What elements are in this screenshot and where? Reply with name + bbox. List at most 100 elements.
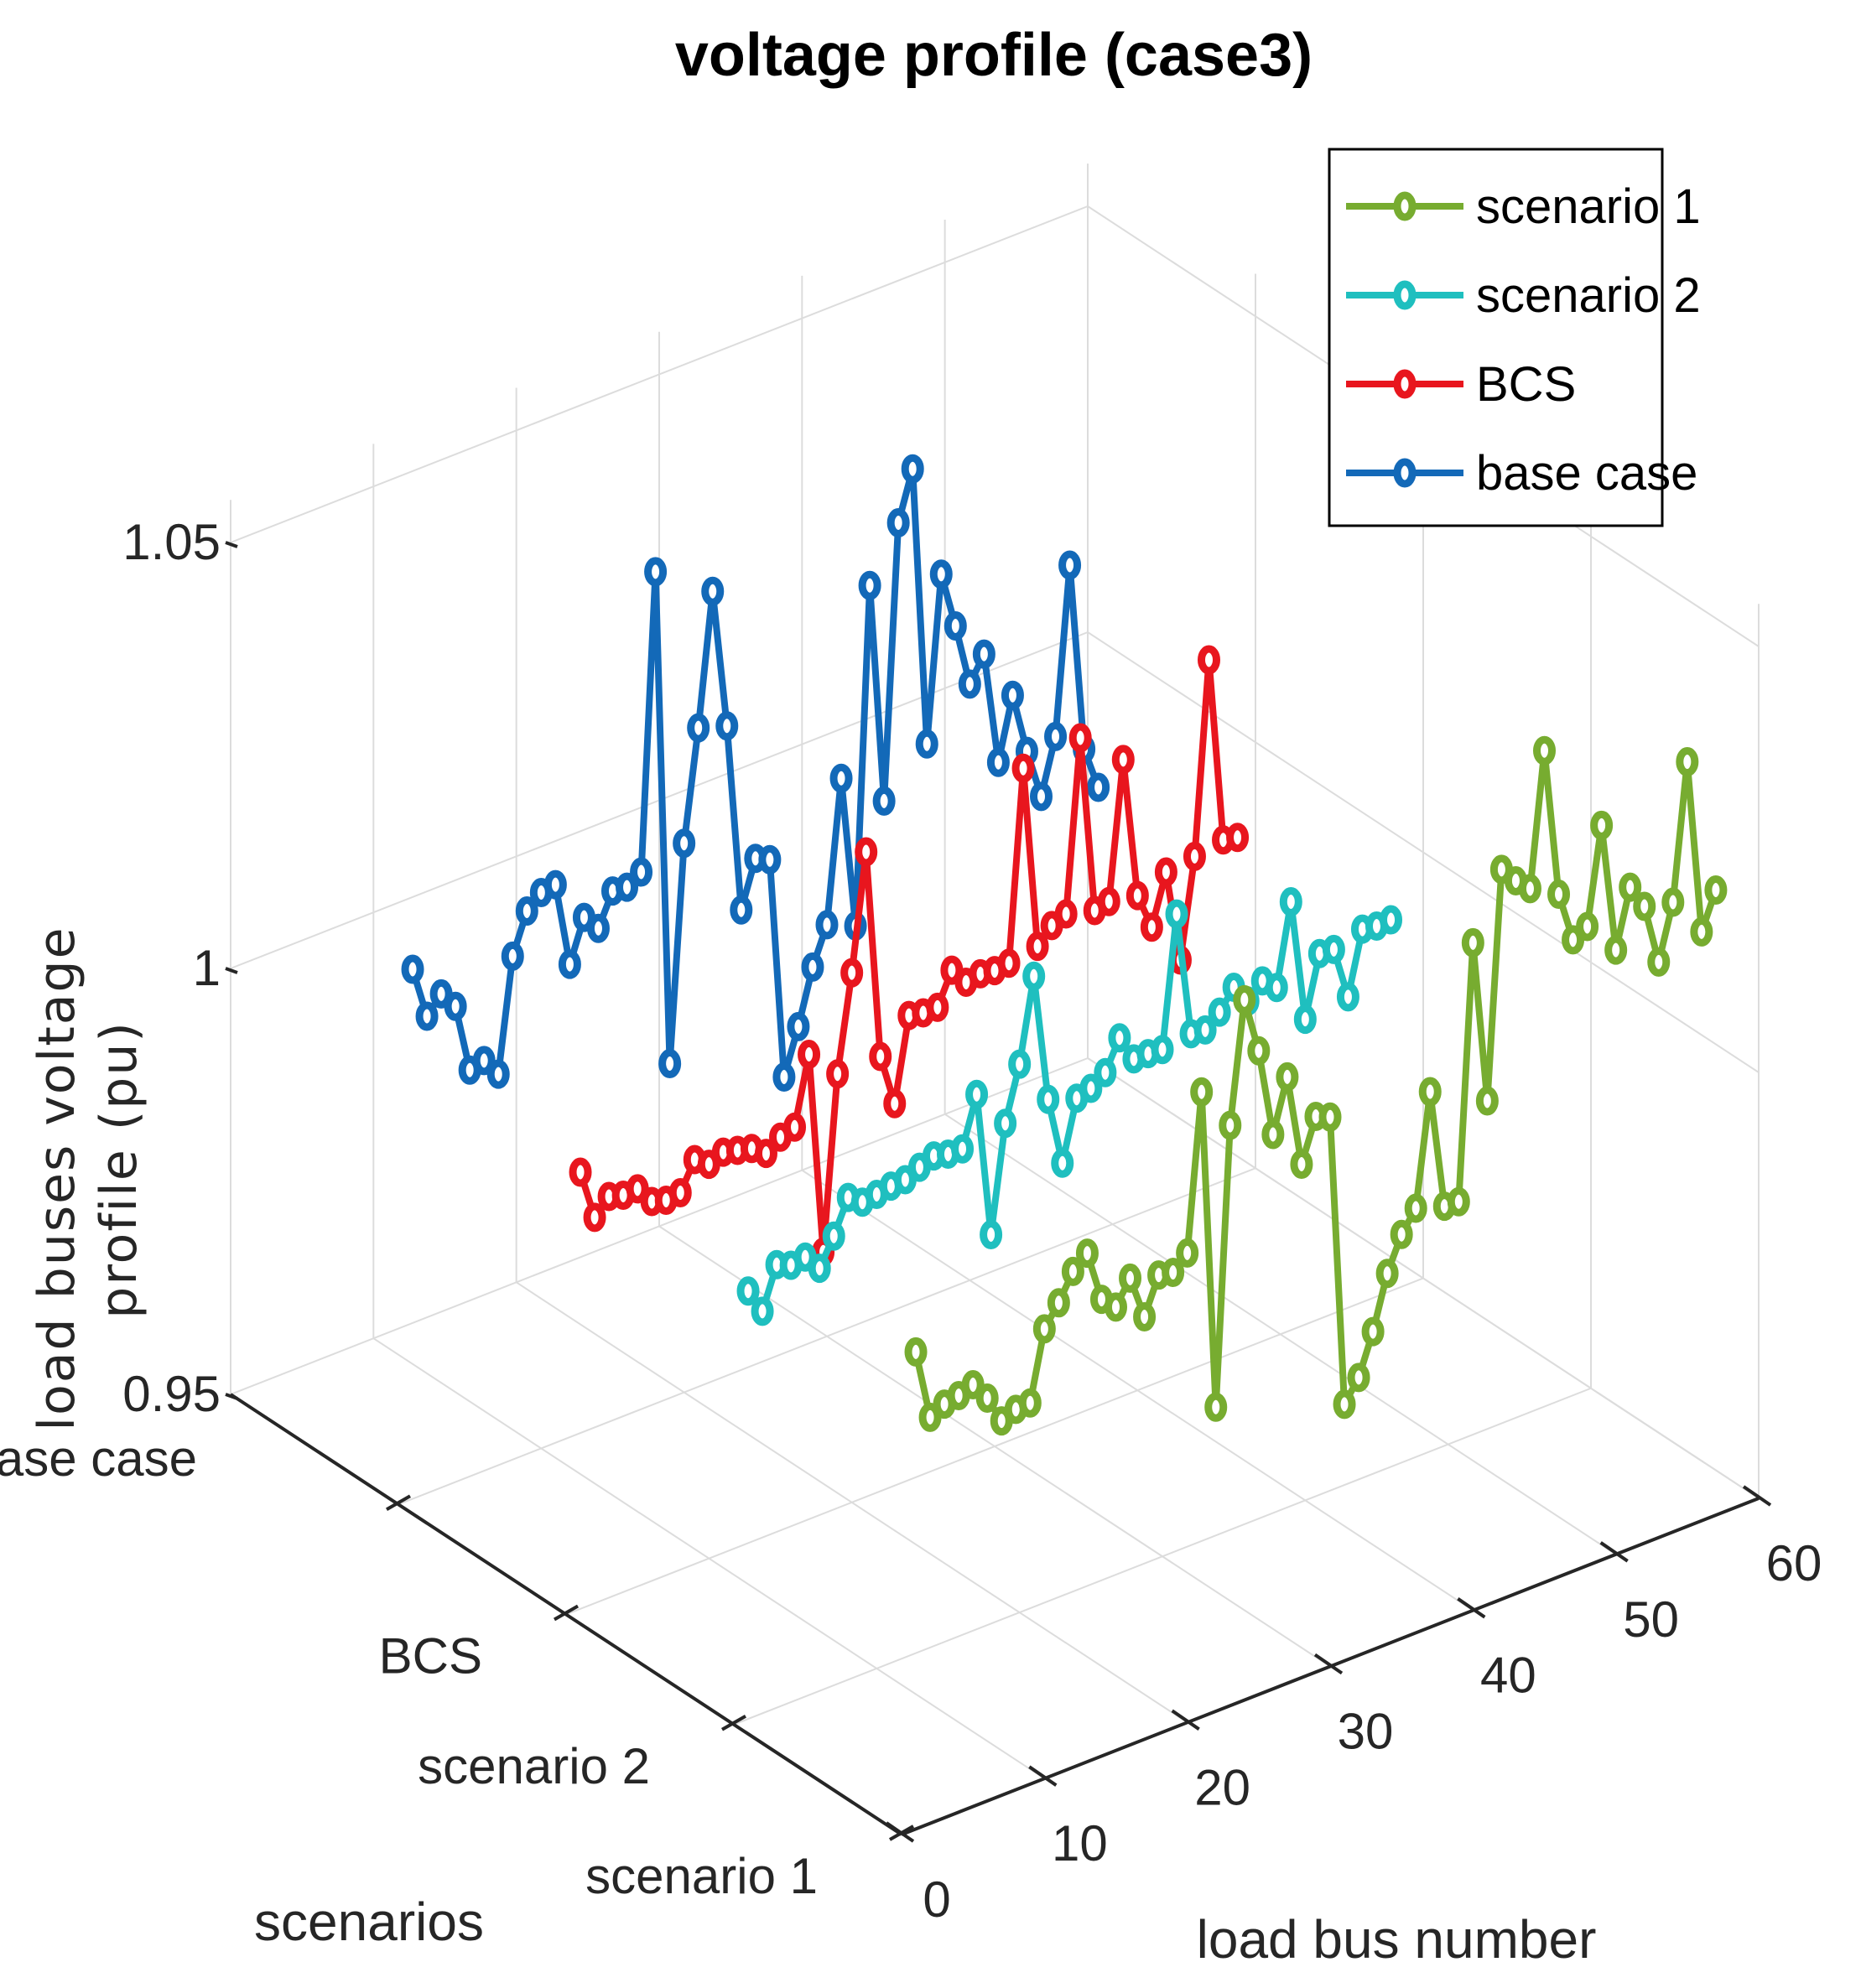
y-tick-label: scenario 1 xyxy=(585,1848,818,1904)
data-point xyxy=(715,711,739,741)
data-point xyxy=(1276,1061,1299,1092)
data-point xyxy=(1619,872,1642,902)
data-point xyxy=(1198,645,1220,675)
legend-item: base case xyxy=(1346,446,1697,501)
data-point xyxy=(1219,1110,1242,1140)
x-tick-label: 30 xyxy=(1338,1704,1394,1760)
axis-layer xyxy=(225,541,1772,1843)
data-point xyxy=(1293,1004,1317,1035)
data-point xyxy=(1105,1292,1127,1322)
data-point xyxy=(415,1001,439,1031)
z-axis-label: load buses voltage profile (pu) xyxy=(28,908,148,1430)
data-point xyxy=(1661,887,1685,917)
data-point xyxy=(886,507,910,537)
data-point xyxy=(829,763,853,793)
data-point xyxy=(1075,1238,1099,1269)
data-point xyxy=(626,1174,649,1204)
y-tick-mark xyxy=(386,1494,411,1511)
data-point xyxy=(1690,916,1713,947)
grid-line xyxy=(1087,631,1760,1073)
data-point xyxy=(1111,745,1135,775)
data-point xyxy=(972,639,995,669)
legend-swatch-marker xyxy=(1393,191,1417,221)
data-point xyxy=(783,1112,807,1142)
data-point xyxy=(926,992,949,1022)
y-tick-label: BCS xyxy=(379,1628,482,1684)
data-point xyxy=(826,1059,850,1089)
data-point xyxy=(872,786,896,816)
data-point xyxy=(701,576,725,606)
data-point xyxy=(1447,1186,1470,1217)
legend-label: BCS xyxy=(1476,357,1576,412)
data-point xyxy=(1032,1314,1056,1344)
data-point xyxy=(586,913,610,943)
data-point xyxy=(1322,934,1345,964)
data-point xyxy=(1279,887,1302,917)
data-point xyxy=(1576,911,1599,942)
data-point xyxy=(1068,723,1092,753)
data-point xyxy=(1562,925,1585,955)
data-point xyxy=(940,955,964,985)
z-tick-labels: 0.95 1 1.05 xyxy=(122,514,221,1422)
data-point xyxy=(1704,875,1728,906)
data-point xyxy=(1018,1388,1042,1418)
data-point xyxy=(758,844,782,875)
z-tick-mark xyxy=(225,1393,238,1400)
x-tick-mark xyxy=(1742,1485,1772,1507)
y-tick-mark xyxy=(889,1824,914,1841)
data-point xyxy=(1125,880,1149,911)
legend-swatch-marker xyxy=(1393,458,1417,488)
grid-line xyxy=(230,205,1089,543)
data-point xyxy=(1375,1259,1399,1289)
data-point xyxy=(1604,935,1628,965)
legend-item: scenario 2 xyxy=(1346,268,1701,323)
y-tick-labels: base case BCS scenario 2 scenario 1 xyxy=(0,1430,818,1904)
data-point xyxy=(918,1402,942,1432)
data-point xyxy=(630,857,653,887)
z-axis-label-line-1: load buses voltage xyxy=(28,926,86,1430)
data-point xyxy=(1390,1219,1413,1249)
data-point xyxy=(1162,1258,1185,1288)
series-layer xyxy=(401,454,1728,1436)
x-tick-mark xyxy=(1171,1709,1200,1731)
data-point xyxy=(429,978,453,1009)
x-tick-mark xyxy=(1457,1597,1486,1619)
data-point xyxy=(980,1219,1003,1249)
data-point xyxy=(1261,1119,1285,1150)
data-point xyxy=(901,454,924,484)
data-point xyxy=(486,1059,510,1089)
data-point xyxy=(583,1202,606,1233)
data-point xyxy=(501,941,524,971)
data-point xyxy=(772,1062,796,1093)
legend-swatch-marker xyxy=(1393,280,1417,310)
data-point xyxy=(1058,550,1082,580)
x-tick-labels: 0 10 20 30 40 50 60 xyxy=(923,1535,1822,1928)
data-point xyxy=(1333,1389,1356,1420)
data-point xyxy=(929,559,953,589)
data-point xyxy=(1044,721,1068,751)
data-point xyxy=(1133,1301,1157,1331)
data-point xyxy=(893,1165,917,1195)
data-point xyxy=(1290,1150,1313,1180)
series-BCS xyxy=(569,645,1250,1267)
data-point xyxy=(808,1254,831,1284)
z-tick-label: 1.05 xyxy=(122,514,221,570)
data-point xyxy=(1361,1316,1385,1347)
data-point xyxy=(736,1276,760,1306)
data-point xyxy=(1051,1148,1074,1178)
data-point xyxy=(986,747,1010,777)
data-point xyxy=(994,1108,1017,1139)
data-point xyxy=(644,557,668,587)
data-point xyxy=(1265,973,1288,1003)
data-point xyxy=(751,1296,774,1326)
data-point xyxy=(697,1150,720,1180)
x-tick-label: 50 xyxy=(1623,1591,1679,1648)
data-point xyxy=(965,1079,989,1109)
data-point xyxy=(1475,1086,1499,1116)
data-point xyxy=(1094,1057,1117,1087)
legend-label: scenario 1 xyxy=(1476,179,1701,234)
data-point xyxy=(1461,927,1484,958)
data-point xyxy=(1030,781,1053,812)
data-point xyxy=(730,895,753,925)
data-point xyxy=(401,954,424,984)
